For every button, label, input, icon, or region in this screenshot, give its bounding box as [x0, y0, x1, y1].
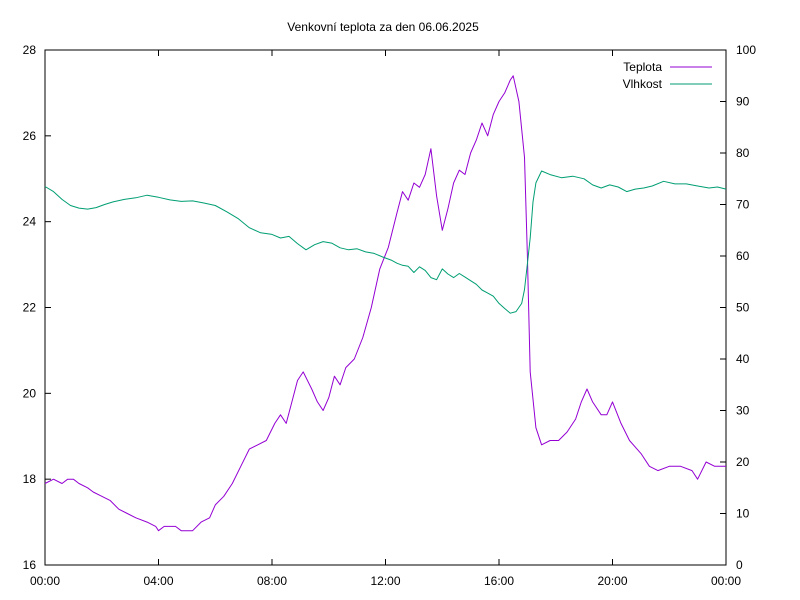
- legend-label-vlhkost: Vlhkost: [623, 77, 663, 91]
- y-left-tick-label: 28: [23, 43, 37, 57]
- series-line-vlhkost: [44, 170, 727, 314]
- y-right-tick-label: 0: [736, 558, 743, 572]
- y-right-tick-label: 80: [736, 146, 750, 160]
- y-axis-left: 16 18 20 22 24 26 28: [23, 43, 51, 572]
- x-axis: 00:00 04:00 08:00 12:00 16:00 20:00 00:00: [30, 50, 741, 588]
- y-left-tick-label: 22: [23, 301, 37, 315]
- x-tick-label: 12:00: [370, 574, 400, 588]
- y-right-tick-label: 70: [736, 198, 750, 212]
- x-tick-label: 16:00: [484, 574, 514, 588]
- y-right-tick-label: 40: [736, 352, 750, 366]
- legend: Teplota Vlhkost: [623, 60, 712, 91]
- y-right-tick-label: 20: [736, 455, 750, 469]
- x-tick-label: 00:00: [711, 574, 741, 588]
- y-right-tick-label: 30: [736, 404, 750, 418]
- x-tick-label: 08:00: [257, 574, 287, 588]
- legend-label-teplota: Teplota: [623, 60, 662, 74]
- y-right-tick-label: 50: [736, 301, 750, 315]
- y-left-tick-label: 16: [23, 558, 37, 572]
- y-axis-right: 0 10 20 30 40 50 60 70 80 90 100: [720, 43, 756, 572]
- x-tick-label: 04:00: [143, 574, 173, 588]
- series-line-teplota: [44, 75, 726, 532]
- x-tick-label: 20:00: [597, 574, 627, 588]
- series-layer: [44, 75, 727, 532]
- y-right-tick-label: 10: [736, 507, 750, 521]
- y-left-tick-label: 24: [23, 215, 37, 229]
- y-right-tick-label: 90: [736, 95, 750, 109]
- y-left-tick-label: 20: [23, 386, 37, 400]
- y-left-tick-label: 26: [23, 129, 37, 143]
- chart-title: Venkovní teplota za den 06.06.2025: [287, 20, 479, 34]
- x-tick-label: 00:00: [30, 574, 60, 588]
- y-right-tick-label: 100: [736, 43, 756, 57]
- y-left-tick-label: 18: [23, 472, 37, 486]
- y-right-tick-label: 60: [736, 249, 750, 263]
